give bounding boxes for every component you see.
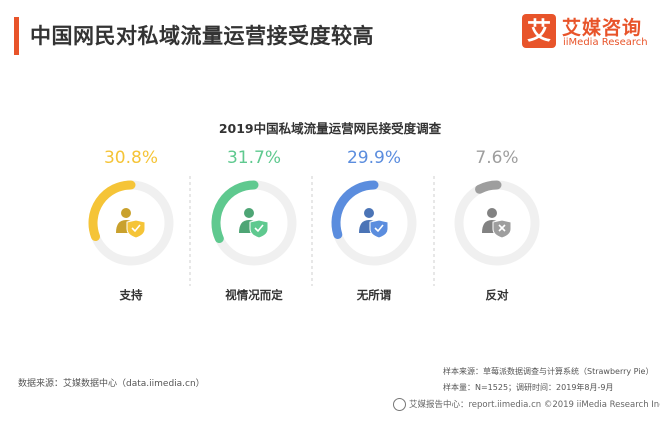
page-title: 中国网民对私域流量运营接受度较高 <box>30 24 374 48</box>
user-check-icon-head-3 <box>364 208 374 218</box>
sample-source-note: 样本来源：草莓派数据调查与计算系统（Strawberry Pie） <box>443 367 654 376</box>
data-source-note: 数据来源：艾媒数据中心（data.iimedia.cn） <box>18 379 205 389</box>
value-label-3: 29.9% <box>347 148 401 168</box>
user-cross-icon-head-4 <box>487 208 497 218</box>
user-check-icon-head-1 <box>121 208 131 218</box>
logo-english-name: iiMedia Research <box>563 37 648 48</box>
user-check-icon-head-2 <box>244 208 254 218</box>
check-mark-2 <box>254 224 264 233</box>
sample-info-note: 样本量：N=1525；调研时间：2019年8月-9月 <box>443 383 614 392</box>
category-label-2: 视情况而定 <box>225 288 283 302</box>
report-center-note: 艾媒报告中心：report.iimedia.cn ©2019 iiMedia R… <box>393 398 660 411</box>
category-label-3: 无所谓 <box>356 288 392 302</box>
category-label-1: 支持 <box>119 288 143 302</box>
logo-mark: 艾 <box>522 14 556 48</box>
title-accent-bar <box>14 17 19 55</box>
check-mark-3 <box>374 224 384 233</box>
brand-logo: 艾 艾媒咨询 iiMedia Research <box>522 10 652 54</box>
chart-title: 2019中国私域流量运营网民接受度调查 <box>219 121 442 136</box>
logo-chinese-name: 艾媒咨询 <box>562 17 643 39</box>
ring-arc-4 <box>475 180 502 194</box>
ring-arc-2 <box>211 180 259 244</box>
value-label-1: 30.8% <box>104 148 158 168</box>
cross-mark-4 <box>498 224 506 232</box>
report-center-icon <box>393 398 406 411</box>
value-label-2: 31.7% <box>227 148 281 168</box>
value-label-4: 7.6% <box>475 148 518 168</box>
report-center-text: 艾媒报告中心：report.iimedia.cn ©2019 iiMedia R… <box>409 400 660 410</box>
category-label-4: 反对 <box>486 288 509 302</box>
ring-arc-3 <box>331 180 379 240</box>
check-mark-1 <box>131 224 141 233</box>
ring-arc-1 <box>88 180 136 242</box>
